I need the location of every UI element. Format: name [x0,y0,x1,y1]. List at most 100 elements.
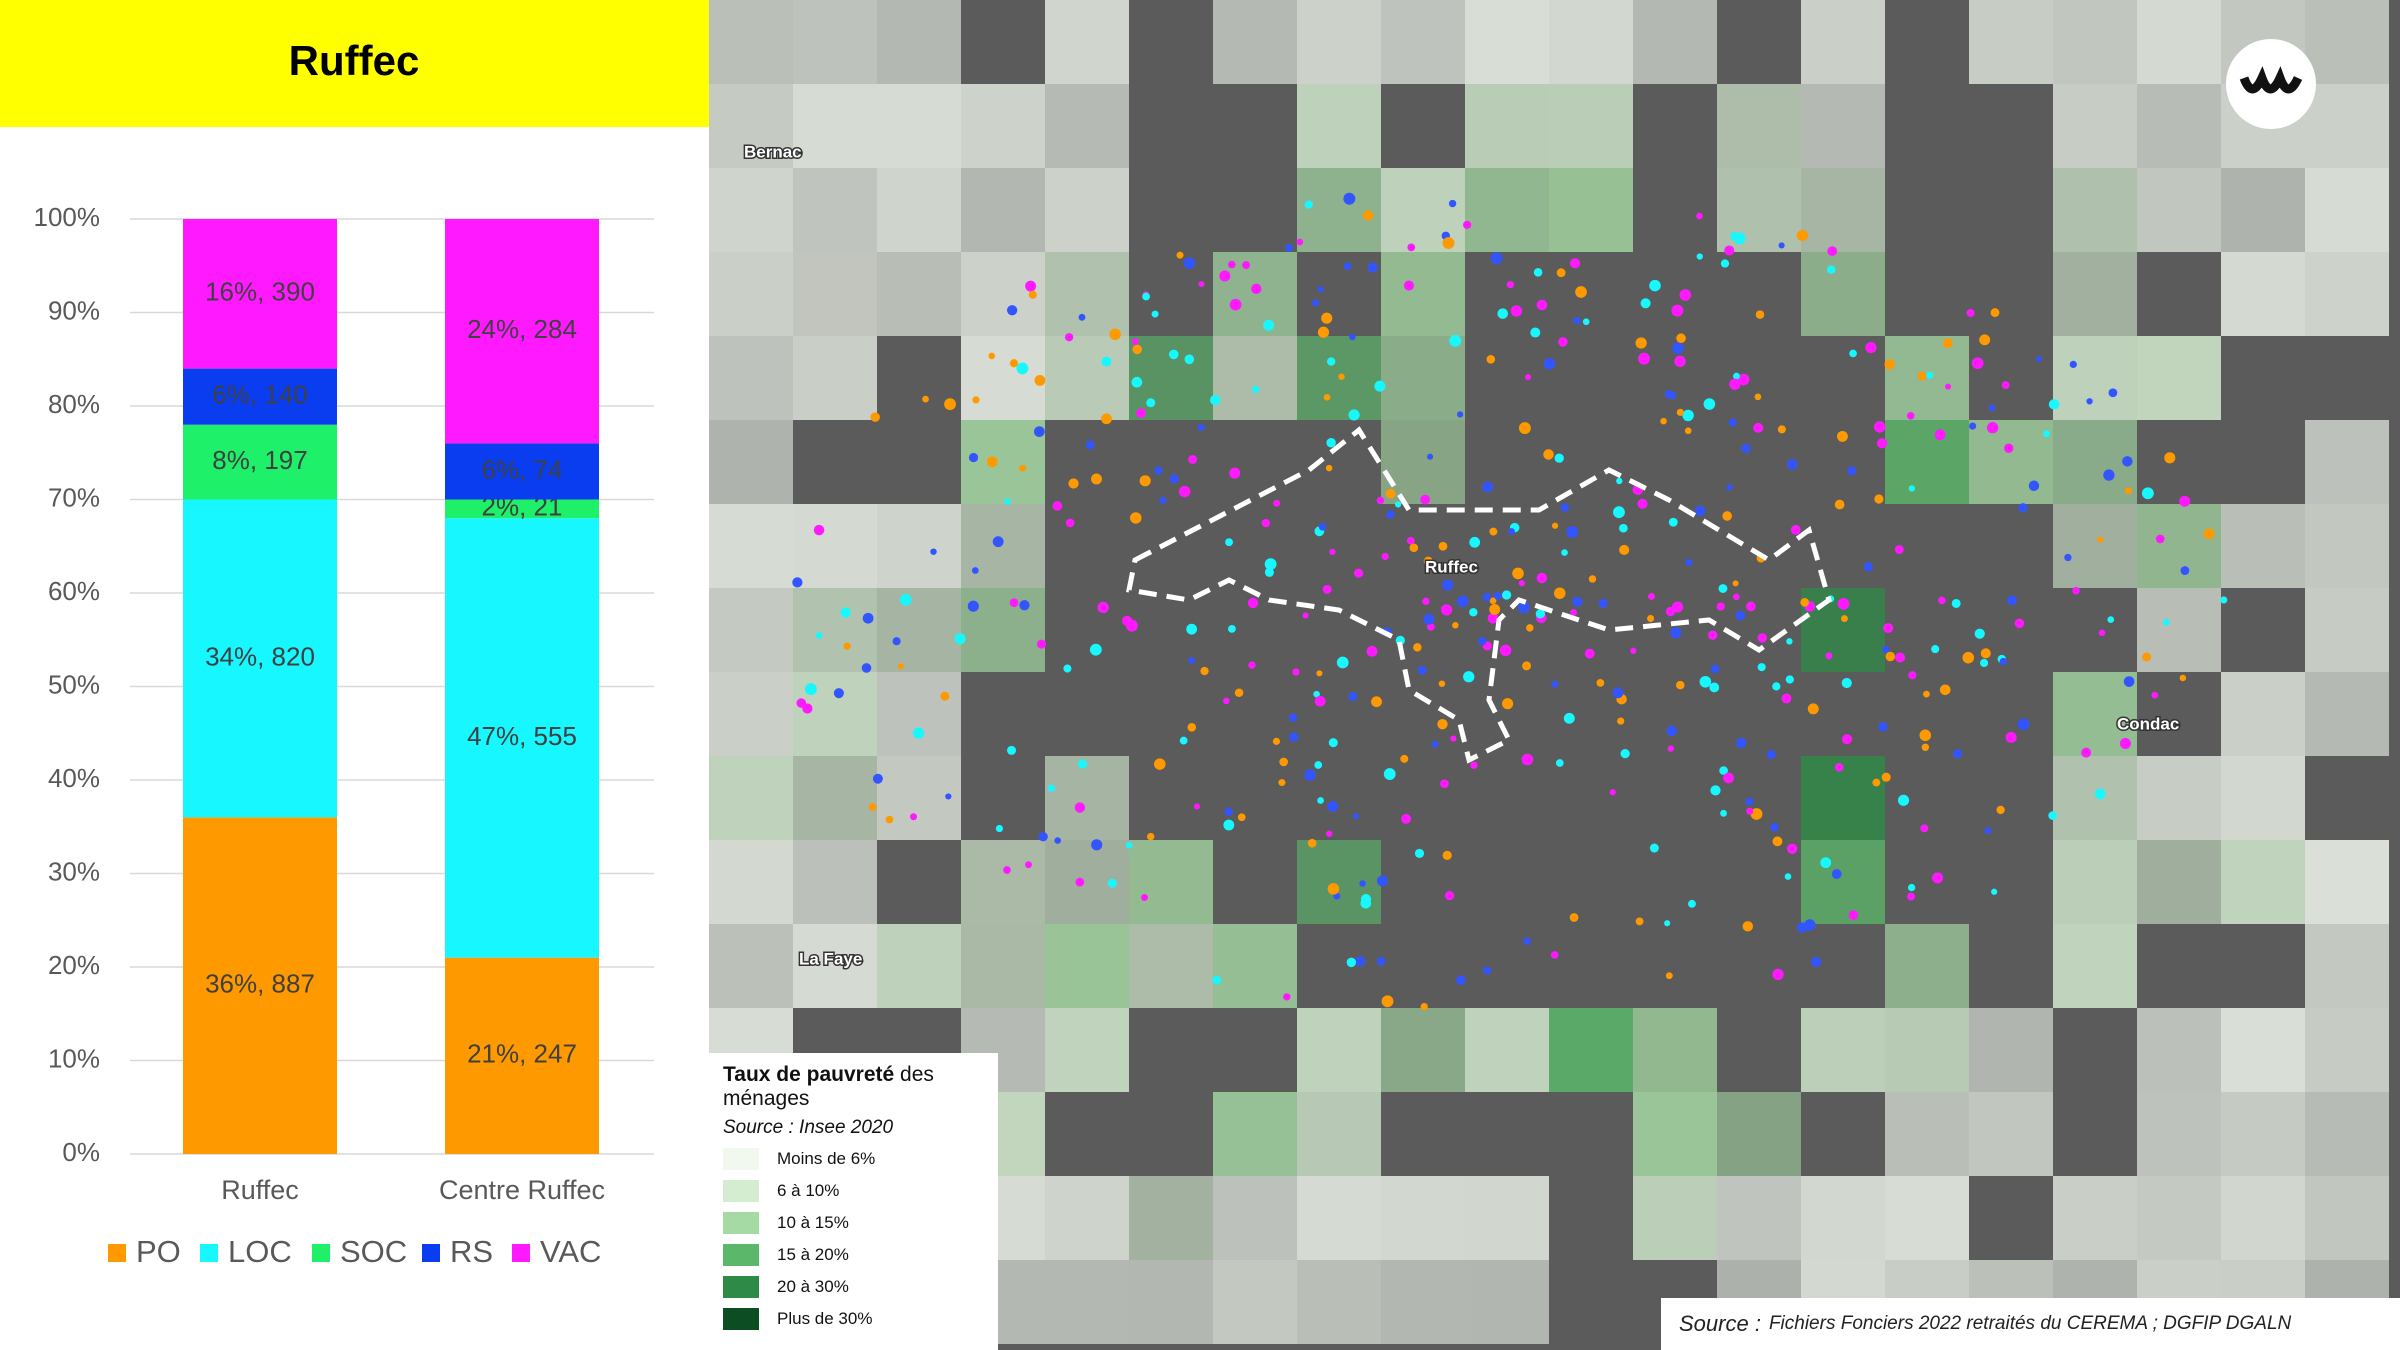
map-dot [1848,910,1859,920]
map-dot [1980,648,1991,659]
map-dot [1885,651,1896,662]
map-dot [1757,633,1767,643]
map-dot [1228,624,1236,633]
map-dot [1302,612,1309,619]
legend-label: Moins de 6% [777,1149,876,1168]
map-cell [877,672,961,756]
map-dot [1563,712,1575,724]
map-dot [1638,352,1650,365]
map-cell [709,420,793,504]
data-label: 16%, 390 [205,277,315,307]
map-dot [1322,584,1332,594]
chart: Ruffec 0% 10% 20% 30% 40% 50% 60% 70% 80% 90% 100%… [0,0,709,1269]
map-dot [1969,422,1977,430]
legend-label: LOC [228,1234,292,1269]
map-dot [1878,722,1888,732]
map-dot [1423,556,1433,566]
map-dot [1974,628,1985,639]
map-dot [1028,290,1037,299]
map-dot [1487,612,1499,624]
map-dot [1988,404,1996,412]
map-dot [1489,527,1498,536]
map-dot [1151,310,1159,318]
map-dot [1445,891,1455,901]
map-cell [709,168,793,252]
map-dot [1694,505,1706,517]
map-cell [877,924,961,1008]
map-dot [1438,680,1446,688]
map-cell [2221,1008,2305,1092]
map-dot [1923,690,1930,698]
map-dot [1313,690,1320,698]
legend-swatch [723,1180,759,1202]
map-dot [1007,305,1018,316]
map-cell [1801,0,1885,84]
map-cell [2137,0,2221,84]
map-dot [1688,899,1696,908]
map-dot [1620,748,1630,759]
map-dot [1075,877,1085,887]
map-dot [1401,813,1412,824]
y-tick-label: 90% [48,295,100,325]
legend-label: Plus de 30% [777,1309,873,1328]
map-dot [1726,484,1733,491]
map-dot [1882,645,1890,654]
map-dot [1827,246,1838,256]
map-cell [2053,168,2137,252]
map-dot [1289,732,1299,742]
map-dot [1676,333,1686,344]
map-dot [1327,801,1339,812]
map-cell [709,504,793,588]
map-dot [1188,454,1198,464]
map-cell [1885,420,1969,504]
map-cell [1297,0,1381,84]
source-box: Source : Fichiers Fonciers 2022 retraité… [1661,1298,2400,1350]
map-dot [930,548,937,555]
map-dot [1033,426,1045,438]
map-dot [1543,357,1556,370]
map-dot [1448,199,1457,208]
map-cell [2221,504,2305,588]
map-dot [1684,427,1692,435]
map-dot [1383,768,1396,780]
map-dot [1720,259,1730,268]
map-dot [1735,610,1746,621]
map-dot [1778,242,1785,249]
data-label: 34%, 820 [205,641,315,671]
map-dot [1722,511,1732,521]
map-dot [1588,575,1597,583]
map-dot [1068,478,1079,489]
map-dot [1450,735,1457,742]
map-dot [1442,850,1452,860]
map-dot [1407,243,1416,252]
map-dot [1353,568,1364,578]
map-cell [709,336,793,420]
map-dot [1186,623,1198,635]
map-dot [1512,567,1524,580]
map-dot [1876,438,1888,449]
map-dot [1508,528,1515,535]
map-dot [1318,522,1327,531]
map-cell [961,504,1045,588]
map-dot [1671,304,1684,317]
map-dot [1136,408,1146,419]
map-dot [1131,376,1143,388]
map-dot [1489,597,1497,605]
map-dot [2097,536,2104,543]
map-dot [862,612,874,624]
map-dot [1784,873,1792,880]
map-dot [1679,289,1692,301]
map-dot [1146,832,1155,841]
map-dot [1674,355,1686,368]
map-cell [2305,924,2389,1008]
map-dot [815,631,823,639]
map-dot [2179,495,2191,507]
map-cell [1465,1008,1549,1092]
map-dot [1184,354,1195,365]
map-dot [1229,298,1242,311]
map-dot [2220,596,2228,604]
map-dot [1323,393,1331,401]
map-dot [1790,524,1801,535]
map-dot [1154,758,1166,770]
